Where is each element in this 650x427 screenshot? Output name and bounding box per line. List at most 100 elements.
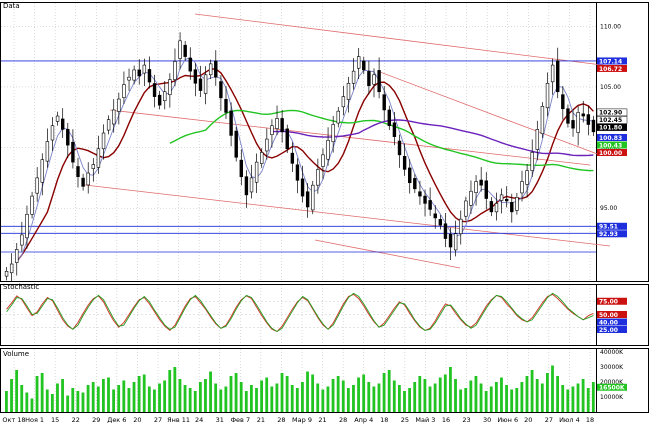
candle-body [535, 129, 540, 150]
x-tick-label: 27 [545, 416, 553, 424]
x-tick-label: Июн 6 [497, 416, 518, 424]
candle-body [147, 69, 152, 83]
candle-body [377, 70, 381, 93]
candle-body [254, 161, 259, 183]
volume-bar [183, 385, 187, 412]
price-value-tag-bg [597, 148, 627, 156]
volume-bar [96, 386, 100, 412]
candle-body [244, 176, 249, 196]
volume-bar [403, 391, 406, 412]
candle-body [219, 81, 223, 99]
candle-body [71, 141, 75, 163]
candle-body [55, 115, 60, 122]
candle-body [101, 132, 106, 150]
volume-bar [158, 383, 161, 412]
candle-body [76, 166, 80, 177]
volume-bar [591, 382, 595, 412]
stoch-value-tag: 40.00 [599, 319, 618, 326]
candle-body [438, 219, 443, 226]
volume-bar [566, 389, 570, 412]
candle-body [112, 109, 116, 125]
volume-bar [367, 382, 371, 412]
volume-bar [469, 380, 473, 412]
x-tick-label: Дек 6 [107, 416, 126, 424]
candle-body [311, 184, 315, 211]
candle-body [300, 178, 305, 197]
candle-body [229, 110, 233, 136]
candle-body [168, 79, 172, 95]
candle-body [316, 169, 320, 186]
volume-bar [86, 385, 90, 412]
volume-bar [362, 374, 366, 412]
volume-bar [56, 383, 59, 412]
trend-line [194, 13, 611, 67]
candle-body [188, 57, 192, 72]
x-tick-label: Ноя 1 [25, 416, 44, 424]
stoch-value-tag-bg [597, 311, 627, 318]
moving-average-line-4 [271, 119, 594, 157]
x-tick-label: Мар 9 [292, 416, 312, 424]
volume-value-tag-bg [597, 383, 627, 391]
volume-bar [244, 391, 248, 412]
volume-bar [285, 376, 289, 412]
volume-bar [147, 386, 151, 412]
candle-body [91, 164, 96, 169]
volume-bar [423, 379, 427, 412]
volume-bar [377, 383, 381, 412]
candle-body [561, 94, 565, 110]
candle-body [326, 139, 330, 160]
candle-body [305, 191, 310, 208]
price-y-tick: 105.00 [600, 84, 621, 91]
volume-bar [204, 379, 207, 412]
volume-bar [479, 383, 483, 412]
candle-body [96, 148, 101, 168]
candle-body [86, 172, 90, 186]
candle-body [203, 74, 208, 94]
volume-bar [387, 370, 391, 412]
trend-line [84, 184, 611, 247]
candle-body [576, 112, 580, 133]
candle-body [591, 119, 596, 133]
candle-body [504, 198, 509, 202]
candle-body [45, 141, 50, 162]
price-value-tag-bg [596, 116, 628, 124]
stoch-panel-label: Stochastic [3, 283, 39, 291]
price-value-tag: 101.80 [599, 125, 622, 132]
candle-body [515, 197, 519, 211]
volume-y-tick: 10000K [600, 394, 624, 401]
x-tick-label: Май 3 [415, 416, 435, 424]
candle-body [397, 140, 402, 156]
candle-body [178, 40, 182, 59]
volume-bar [311, 374, 315, 412]
price-value-tag-bg [597, 57, 627, 65]
volume-bar [270, 386, 274, 412]
volume-panel-label: Volume [3, 350, 29, 358]
volume-bar [556, 376, 559, 412]
volume-bar [249, 385, 253, 412]
volume-bar [352, 385, 355, 412]
candle-body [137, 69, 141, 77]
volume-bar [535, 379, 539, 412]
moving-average-line-1 [16, 68, 594, 263]
price-value-tag-bg [597, 133, 627, 141]
volume-bar [178, 379, 182, 412]
volume-bar [255, 388, 258, 412]
candle-body [418, 191, 422, 197]
volume-bar [397, 385, 401, 412]
volume-bar [306, 371, 309, 412]
candle-body [387, 109, 392, 127]
volume-bar [260, 380, 263, 412]
x-tick-label: 23 [462, 416, 470, 424]
volume-bar [474, 376, 478, 412]
candle-body [392, 122, 397, 137]
price-panel-frame [0, 2, 649, 282]
volume-bar [357, 377, 360, 412]
candle-body [4, 270, 9, 277]
volume-y-tick: 20000K [600, 379, 624, 386]
x-tick-label: 20 [133, 416, 141, 424]
volume-bar [224, 386, 228, 412]
candle-body [152, 83, 157, 97]
candle-body [9, 263, 14, 274]
trend-line [314, 239, 461, 269]
